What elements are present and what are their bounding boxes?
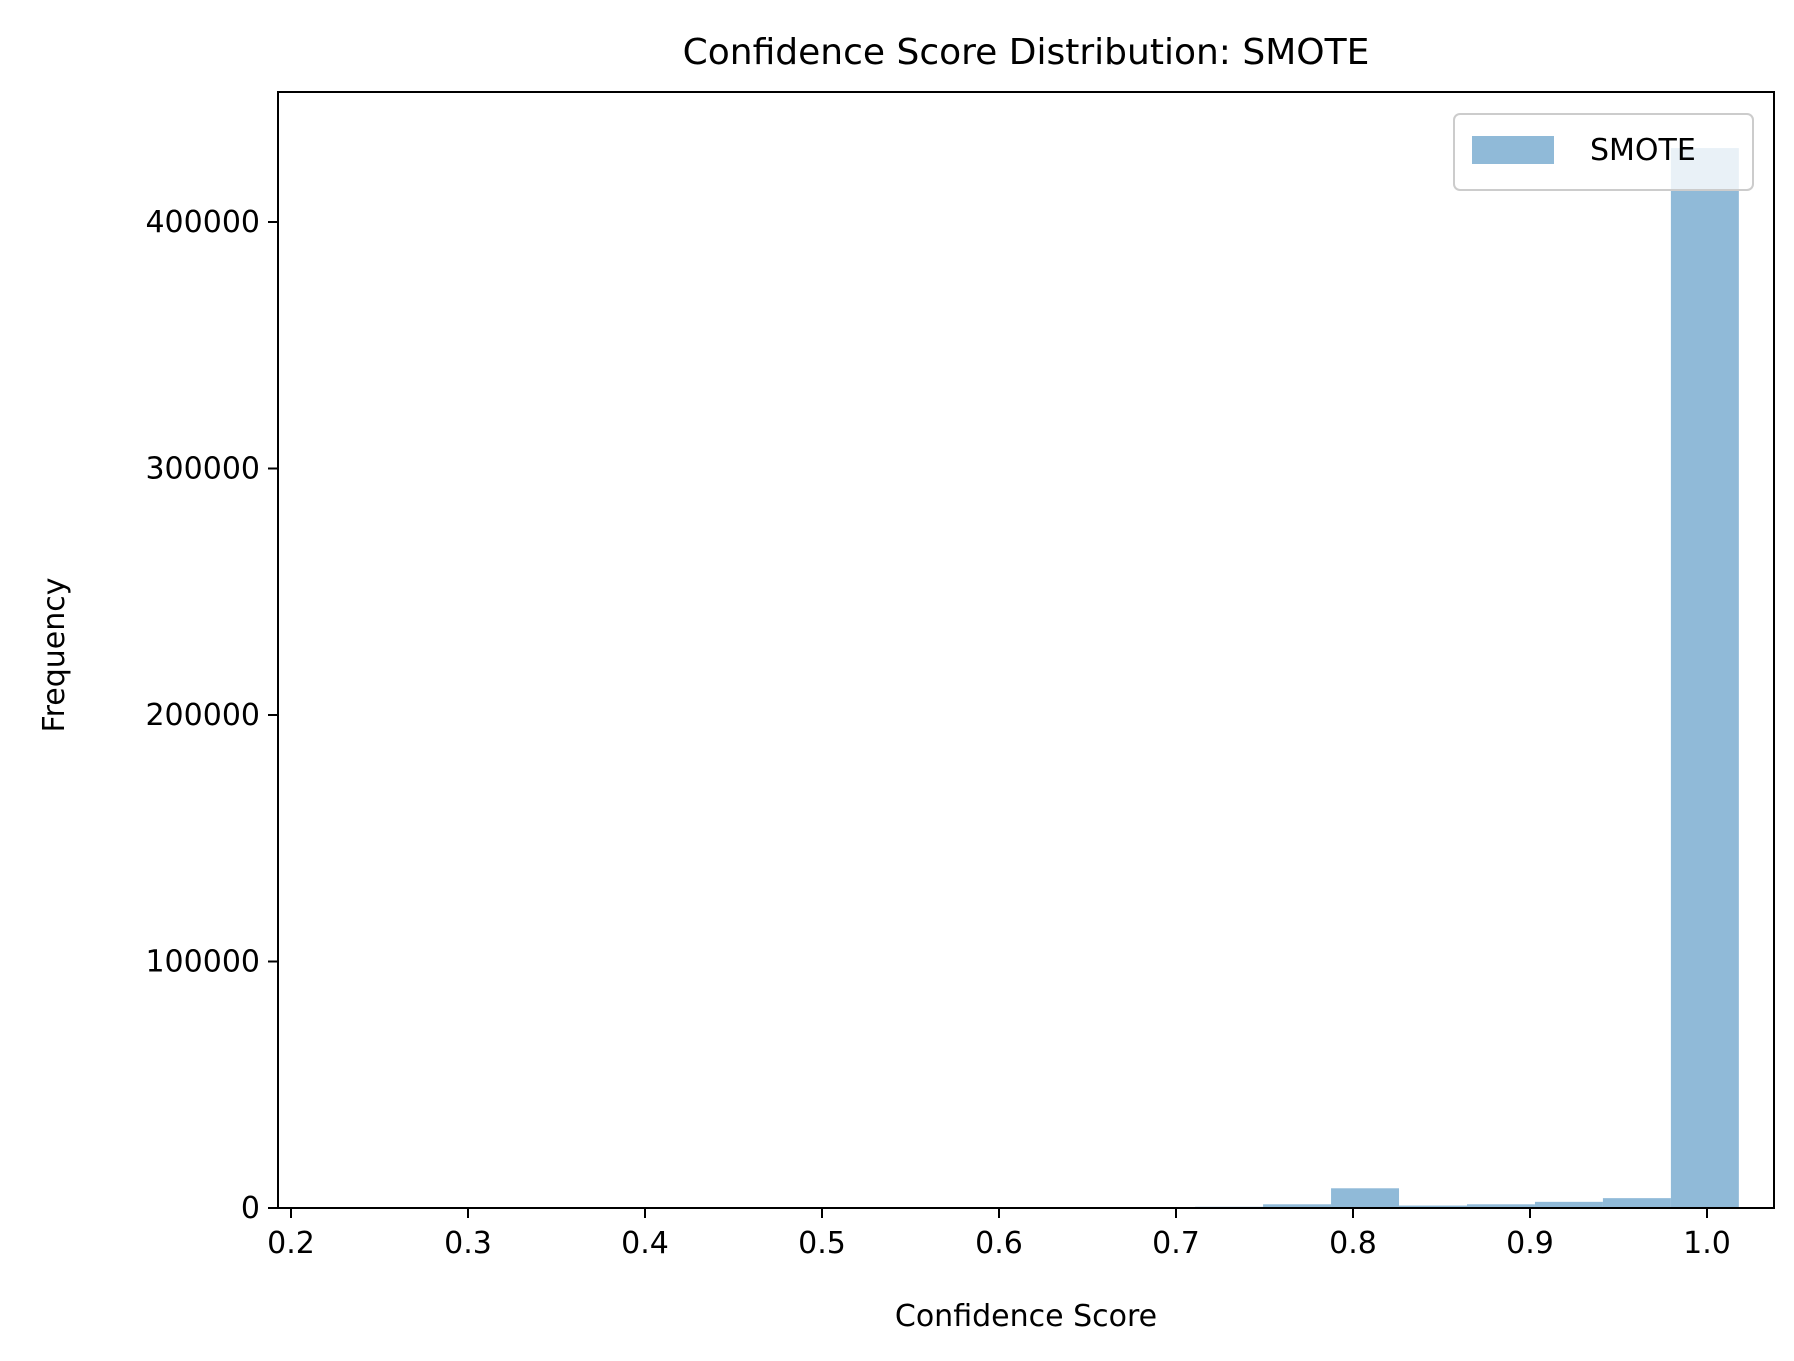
legend-swatch bbox=[1472, 136, 1554, 164]
x-tick-label: 0.2 bbox=[267, 1226, 315, 1261]
bar-group bbox=[311, 148, 1739, 1208]
histogram-bar bbox=[1602, 1198, 1671, 1208]
x-tick-label: 0.5 bbox=[798, 1226, 846, 1261]
histogram-bar bbox=[1263, 1204, 1332, 1208]
histogram-bar bbox=[1331, 1188, 1400, 1208]
y-axis-label: Frequency bbox=[37, 578, 72, 733]
histogram-bar bbox=[1534, 1201, 1603, 1208]
y-tick-label: 300000 bbox=[145, 452, 260, 487]
y-tick-label: 400000 bbox=[145, 205, 260, 240]
plot-frame bbox=[277, 91, 1775, 1209]
x-tick-label: 0.8 bbox=[1329, 1226, 1377, 1261]
y-tick-label: 200000 bbox=[145, 698, 260, 733]
x-tick-label: 1.0 bbox=[1683, 1226, 1731, 1261]
legend-label: SMOTE bbox=[1590, 133, 1696, 168]
y-axis-ticks: 0 100000 200000 300000 400000 bbox=[145, 205, 278, 1226]
y-tick-label: 0 bbox=[241, 1191, 260, 1226]
histogram-bar bbox=[1466, 1204, 1535, 1208]
x-tick-label: 0.6 bbox=[975, 1226, 1023, 1261]
x-tick-label: 0.9 bbox=[1506, 1226, 1554, 1261]
x-tick-label: 0.3 bbox=[444, 1226, 492, 1261]
histogram-bar bbox=[1399, 1205, 1467, 1208]
x-axis-ticks: 0.2 0.3 0.4 0.5 0.6 0.7 0.8 0.9 1.0 bbox=[267, 1208, 1731, 1261]
histogram-bar bbox=[1670, 148, 1739, 1208]
x-axis-label: Confidence Score bbox=[895, 1299, 1157, 1334]
x-tick-label: 0.4 bbox=[621, 1226, 669, 1261]
legend-box bbox=[1453, 113, 1754, 191]
y-tick-label: 100000 bbox=[145, 945, 260, 980]
legend: SMOTE bbox=[1453, 113, 1754, 191]
chart-title: Confidence Score Distribution: SMOTE bbox=[683, 32, 1370, 73]
x-tick-label: 0.7 bbox=[1152, 1226, 1200, 1261]
